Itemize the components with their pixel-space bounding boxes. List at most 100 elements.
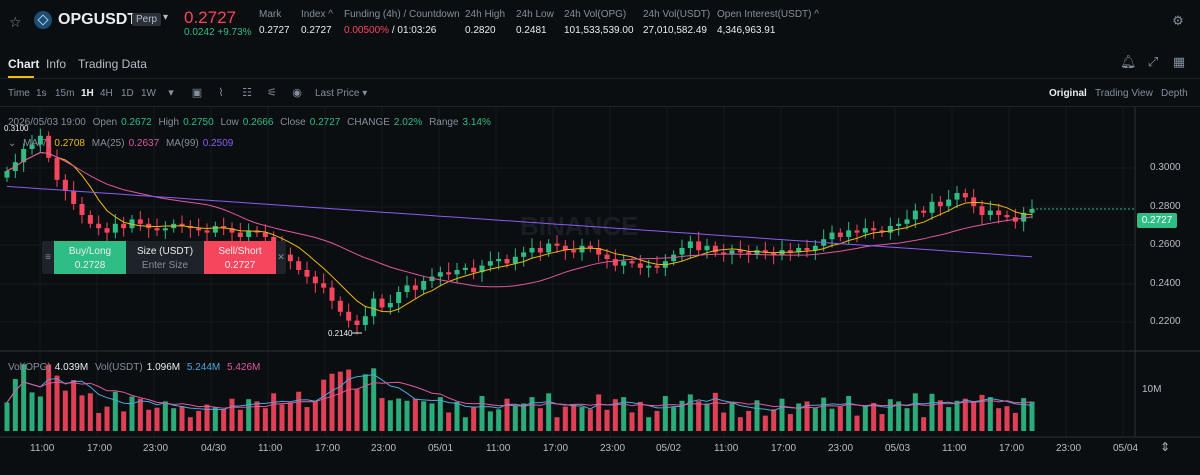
candle-body xyxy=(629,261,635,264)
chart-tabs: Chart Info Trading Data 🔔︎ ⤢ ▦ xyxy=(0,50,1200,79)
candle-body xyxy=(1021,212,1027,222)
active-tab-indicator xyxy=(8,76,34,78)
time-axis-label: 11:00 xyxy=(30,443,55,454)
sell-short-button[interactable]: Sell/Short 0.2727 xyxy=(204,241,276,274)
volume-bar xyxy=(437,397,443,431)
vol-opg-label: Vol(OPG) xyxy=(8,362,51,373)
ma25-value: 0.2637 xyxy=(128,138,160,149)
candle-body xyxy=(54,157,60,180)
interval-1d[interactable]: 1D xyxy=(121,88,134,99)
layout-grid-icon[interactable]: ▦ xyxy=(1172,54,1186,69)
view-original[interactable]: Original xyxy=(1049,88,1087,99)
tab-trading-data[interactable]: Trading Data xyxy=(78,57,147,71)
vol-ma-value-1: 5.244M xyxy=(186,362,221,373)
fullscreen-icon[interactable]: ⤢ xyxy=(1147,54,1159,69)
indicators-icon[interactable]: ⌇ xyxy=(218,87,224,99)
stat-24h-vol-usdt: 24h Vol(USDT) 27,010,582.49 xyxy=(643,9,710,36)
high-value: 0.2750 xyxy=(183,117,214,128)
ma-toggle-chevron-icon[interactable]: ⌄ xyxy=(8,138,17,149)
volume-bar xyxy=(779,398,785,431)
interval-15m[interactable]: 15m xyxy=(55,88,75,99)
candle-body xyxy=(546,243,552,253)
candle-body xyxy=(496,259,502,262)
ma-legend: ⌄ MA(7) 0.2708 MA(25) 0.2637 MA(99) 0.2509 xyxy=(8,138,237,149)
calendar-icon[interactable]: ▣ xyxy=(191,87,203,99)
time-axis-label: 17:00 xyxy=(771,443,797,454)
candle-body xyxy=(646,265,652,268)
interval-1s[interactable]: 1s xyxy=(36,88,47,99)
candle-body xyxy=(971,197,977,207)
candle-body xyxy=(321,283,327,288)
tab-info[interactable]: Info xyxy=(46,57,67,71)
volume-bar xyxy=(579,407,585,431)
stat-funding: Funding (4h) / Countdown 0.00500% / 01:0… xyxy=(344,9,460,36)
volume-bar xyxy=(621,397,627,431)
candle-body xyxy=(529,248,535,253)
stat-open-interest[interactable]: Open Interest(USDT) ^ 4,346,963.91 xyxy=(717,9,819,36)
volume-bar xyxy=(54,375,60,431)
favorite-star-icon[interactable]: ☆ xyxy=(9,14,22,30)
settings-gear-icon[interactable]: ⚙ xyxy=(1172,13,1184,28)
price-type-label: Last Price xyxy=(315,88,360,99)
chart-type-icon[interactable]: ☷ xyxy=(242,87,252,99)
visibility-icon[interactable]: ◉ xyxy=(292,87,302,99)
drag-handle-icon[interactable]: ≡ xyxy=(45,252,51,263)
volume-bar xyxy=(462,417,468,431)
drawing-tools-icon[interactable]: ⚟ xyxy=(267,87,277,99)
candle-body xyxy=(362,316,368,325)
axis-settings-icon[interactable]: ⇕ xyxy=(1160,440,1171,454)
volume-bar xyxy=(912,393,918,431)
more-intervals-chevron-icon[interactable]: ▾ xyxy=(168,87,174,99)
view-depth[interactable]: Depth xyxy=(1161,88,1188,99)
view-trading-view[interactable]: Trading View xyxy=(1095,88,1153,99)
price-type-chevron-icon: ▾ xyxy=(362,88,368,99)
stat-value: 0.2727 xyxy=(301,25,332,36)
volume-bar xyxy=(379,398,385,431)
ma7-value: 0.2708 xyxy=(54,138,85,149)
volume-bar xyxy=(879,414,885,431)
candlestick-chart[interactable]: BINANCE xyxy=(0,107,1200,475)
candle-body xyxy=(721,252,727,255)
volume-bar xyxy=(687,394,693,431)
volume-bar xyxy=(204,404,210,431)
volume-bar xyxy=(221,409,227,431)
sell-label: Sell/Short xyxy=(218,246,262,257)
ohlc-legend: 2026/05/03 19:00 Open 0.2672 High 0.2750 L… xyxy=(8,117,495,128)
time-axis-label: 17:00 xyxy=(87,443,113,454)
tab-chart[interactable]: Chart xyxy=(8,57,40,71)
volume-bar xyxy=(637,401,643,431)
volume-bar xyxy=(529,397,535,431)
volume-bar xyxy=(62,390,68,431)
time-axis-label: 17:00 xyxy=(315,443,341,454)
close-value: 0.2727 xyxy=(309,117,341,128)
buy-long-button[interactable]: Buy/Long 0.2728 xyxy=(54,241,126,274)
candle-body xyxy=(579,245,585,253)
size-input[interactable]: Size (USDT) Enter Size xyxy=(126,241,204,274)
candle-body xyxy=(637,263,643,268)
volume-bar xyxy=(537,408,543,431)
volume-bar xyxy=(929,393,935,431)
volume-bar xyxy=(387,400,393,431)
price-type-select[interactable]: Last Price ▾ xyxy=(315,88,367,99)
bell-alert-icon[interactable]: 🔔︎ xyxy=(1120,54,1137,69)
candle-body xyxy=(937,201,943,207)
candle-body xyxy=(229,228,235,233)
interval-1h[interactable]: 1H xyxy=(81,88,94,99)
volume-bar xyxy=(112,391,118,431)
symbol-dropdown-chevron-icon[interactable]: ▾ xyxy=(163,12,169,23)
close-icon[interactable]: ✕ xyxy=(277,252,285,262)
stat-value: 0.2727 xyxy=(259,25,290,36)
time-axis-label: 04/30 xyxy=(201,443,227,454)
volume-bar xyxy=(829,408,835,431)
volume-bar xyxy=(754,400,760,431)
volume-bar xyxy=(296,391,302,431)
volume-bar xyxy=(596,394,602,431)
volume-bar xyxy=(1029,401,1035,431)
volume-bar xyxy=(29,392,35,431)
interval-1w[interactable]: 1W xyxy=(141,88,156,99)
volume-bar xyxy=(362,374,368,431)
stat-index[interactable]: Index ^ 0.2727 xyxy=(301,9,333,36)
interval-time[interactable]: Time xyxy=(8,88,30,99)
interval-4h[interactable]: 4H xyxy=(100,88,113,99)
symbol-name[interactable]: OPGUSDT xyxy=(58,11,138,28)
